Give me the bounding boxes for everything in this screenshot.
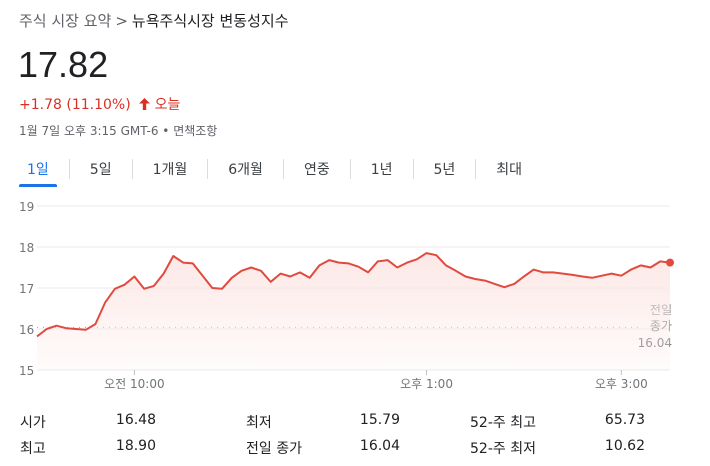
breadcrumb-parent-link[interactable]: 주식 시장 요약 xyxy=(19,12,112,30)
stat-label-open: 시가 xyxy=(20,415,46,431)
stat-value-52w-low: 10.62 xyxy=(604,438,645,454)
breadcrumb: 주식 시장 요약 > 뉴욕주식시장 변동성지수 xyxy=(19,10,289,31)
tab-divider xyxy=(207,159,209,179)
tab-1m[interactable]: 1개월 xyxy=(152,162,188,178)
stat-value-low: 15.79 xyxy=(359,412,400,428)
change-value: +1.78 (11.10%) xyxy=(19,97,131,113)
stats-row: 최고 18.90 전일 종가 16.04 52-주 최저 10.62 xyxy=(0,438,710,460)
stat-label-low: 최저 xyxy=(246,415,272,431)
price-change: +1.78 (11.10%) 오늘 xyxy=(19,94,180,114)
stat-value-high: 18.90 xyxy=(115,438,156,454)
tab-5y[interactable]: 5년 xyxy=(433,162,456,178)
arrow-up-icon xyxy=(139,97,154,113)
change-period: 오늘 xyxy=(154,97,181,113)
y-tick-label: 19 xyxy=(19,200,34,214)
stat-label-52w-high: 52-주 최고 xyxy=(470,415,536,431)
tab-divider xyxy=(282,159,284,179)
tab-divider xyxy=(412,159,414,179)
stat-value-52w-high: 65.73 xyxy=(604,412,645,428)
stat-label-52w-low: 52-주 최저 xyxy=(470,441,536,457)
last-price-dot xyxy=(666,258,674,267)
stat-value-open: 16.48 xyxy=(115,412,156,428)
tab-divider xyxy=(131,159,133,179)
tab-ytd[interactable]: 연중 xyxy=(303,162,330,178)
quote-timestamp: 1월 7일 오후 3:15 GMT-6 • 면책조항 xyxy=(19,124,218,138)
tab-1d[interactable]: 1일 xyxy=(19,155,57,187)
x-tick-label: 오전 10:00 xyxy=(104,377,164,391)
range-tabs: 1일 5일 1개월 6개월 연중 1년 5년 최대 xyxy=(19,155,530,187)
price-area-fill xyxy=(37,253,670,370)
y-tick-label: 15 xyxy=(19,364,34,378)
tab-1y[interactable]: 1년 xyxy=(370,162,393,178)
tab-max[interactable]: 최대 xyxy=(496,162,523,178)
x-tick-label: 오후 3:00 xyxy=(595,377,648,391)
x-tick-label: 오후 1:00 xyxy=(400,377,453,391)
y-tick-label: 18 xyxy=(19,241,34,255)
stat-label-prev-close: 전일 종가 xyxy=(246,441,302,457)
breadcrumb-current: 뉴욕주식시장 변동성지수 xyxy=(131,12,289,30)
tab-divider xyxy=(68,159,70,179)
current-price: 17.82 xyxy=(18,44,109,85)
stats-row: 시가 16.48 최저 15.79 52-주 최고 65.73 xyxy=(0,412,710,434)
price-line xyxy=(36,252,671,338)
breadcrumb-separator: > xyxy=(115,12,128,30)
y-tick-label: 16 xyxy=(19,323,34,337)
tab-divider xyxy=(349,159,351,179)
tab-6m[interactable]: 6개월 xyxy=(228,162,263,178)
y-tick-label: 17 xyxy=(19,282,34,296)
stat-label-high: 최고 xyxy=(20,441,46,457)
tab-5d[interactable]: 5일 xyxy=(89,162,112,178)
stat-value-prev-close: 16.04 xyxy=(359,438,400,454)
tab-divider xyxy=(475,159,477,179)
